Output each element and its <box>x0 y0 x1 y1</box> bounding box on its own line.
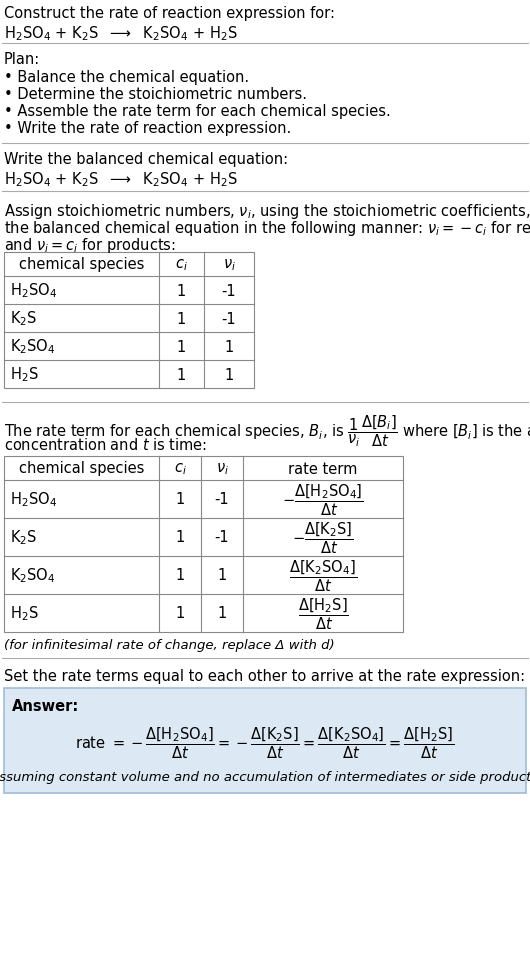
Text: the balanced chemical equation in the following manner: $\nu_i = -c_i$ for react: the balanced chemical equation in the fo… <box>4 219 530 237</box>
Text: -1: -1 <box>222 312 236 326</box>
Text: 1: 1 <box>177 339 186 354</box>
Text: $\mathdefault{H_2S}$: $\mathdefault{H_2S}$ <box>10 604 39 622</box>
Text: $\mathdefault{K_2SO_4}$: $\mathdefault{K_2SO_4}$ <box>10 337 56 356</box>
Text: • Write the rate of reaction expression.: • Write the rate of reaction expression. <box>4 121 292 136</box>
Text: $c_i$: $c_i$ <box>174 461 187 477</box>
Text: $\mathdefault{H_2SO_4}$ + $\mathdefault{K_2S}$  $\longrightarrow$  $\mathdefault: $\mathdefault{H_2SO_4}$ + $\mathdefault{… <box>4 24 237 43</box>
Text: $\mathdefault{K_2SO_4}$: $\mathdefault{K_2SO_4}$ <box>10 566 56 585</box>
Text: $c_i$: $c_i$ <box>175 257 188 273</box>
Text: chemical species: chemical species <box>19 257 144 273</box>
Text: • Determine the stoichiometric numbers.: • Determine the stoichiometric numbers. <box>4 87 307 102</box>
Bar <box>4 688 526 793</box>
Text: 1: 1 <box>175 568 184 583</box>
Text: 1: 1 <box>175 606 184 620</box>
Text: • Assemble the rate term for each chemical species.: • Assemble the rate term for each chemic… <box>4 104 391 119</box>
Text: 1: 1 <box>177 312 186 326</box>
Text: • Balance the chemical equation.: • Balance the chemical equation. <box>4 70 249 85</box>
Text: $\mathdefault{H_2S}$: $\mathdefault{H_2S}$ <box>10 365 39 384</box>
Text: Write the balanced chemical equation:: Write the balanced chemical equation: <box>4 151 288 167</box>
Text: concentration and $t$ is time:: concentration and $t$ is time: <box>4 437 207 452</box>
Text: 1: 1 <box>217 606 227 620</box>
Text: $\nu_i$: $\nu_i$ <box>223 257 235 273</box>
Text: $\mathdefault{K_2S}$: $\mathdefault{K_2S}$ <box>10 529 37 547</box>
Text: chemical species: chemical species <box>19 461 144 476</box>
Text: $\mathdefault{K_2S}$: $\mathdefault{K_2S}$ <box>10 310 37 328</box>
Text: $\mathdefault{H_2SO_4}$: $\mathdefault{H_2SO_4}$ <box>10 490 57 509</box>
Text: Answer:: Answer: <box>12 699 80 713</box>
Text: -1: -1 <box>215 530 229 545</box>
Text: Construct the rate of reaction expression for:: Construct the rate of reaction expressio… <box>4 6 335 21</box>
Text: 1: 1 <box>217 568 227 583</box>
Bar <box>4 456 403 632</box>
Text: $\mathdefault{H_2SO_4}$: $\mathdefault{H_2SO_4}$ <box>10 281 57 300</box>
Text: $-\dfrac{\Delta[\mathdefault{H_2SO_4}]}{\Delta t}$: $-\dfrac{\Delta[\mathdefault{H_2SO_4}]}{… <box>282 482 364 517</box>
Text: $\nu_i$: $\nu_i$ <box>216 461 228 477</box>
Text: Assign stoichiometric numbers, $\nu_i$, using the stoichiometric coefficients, $: Assign stoichiometric numbers, $\nu_i$, … <box>4 202 530 221</box>
Text: $-\dfrac{\Delta[\mathdefault{K_2S}]}{\Delta t}$: $-\dfrac{\Delta[\mathdefault{K_2S}]}{\De… <box>292 520 354 555</box>
Text: (assuming constant volume and no accumulation of intermediates or side products): (assuming constant volume and no accumul… <box>0 770 530 784</box>
Text: and $\nu_i = c_i$ for products:: and $\nu_i = c_i$ for products: <box>4 235 176 255</box>
Text: -1: -1 <box>222 283 236 298</box>
Text: rate $= -\dfrac{\Delta[\mathdefault{H_2SO_4}]}{\Delta t} = -\dfrac{\Delta[\mathd: rate $= -\dfrac{\Delta[\mathdefault{H_2S… <box>75 724 455 760</box>
Text: -1: -1 <box>215 492 229 507</box>
Text: 1: 1 <box>177 283 186 298</box>
Text: $\dfrac{\Delta[\mathdefault{H_2S}]}{\Delta t}$: $\dfrac{\Delta[\mathdefault{H_2S}]}{\Del… <box>297 596 348 631</box>
Text: (for infinitesimal rate of change, replace Δ with d): (for infinitesimal rate of change, repla… <box>4 638 334 652</box>
Text: The rate term for each chemical species, $B_i$, is $\dfrac{1}{\nu_i}\dfrac{\Delt: The rate term for each chemical species,… <box>4 412 530 448</box>
Text: Set the rate terms equal to each other to arrive at the rate expression:: Set the rate terms equal to each other t… <box>4 668 525 683</box>
Text: 1: 1 <box>175 530 184 545</box>
Text: 1: 1 <box>175 492 184 507</box>
Text: $\dfrac{\Delta[\mathdefault{K_2SO_4}]}{\Delta t}$: $\dfrac{\Delta[\mathdefault{K_2SO_4}]}{\… <box>289 558 357 593</box>
Text: $\mathdefault{H_2SO_4}$ + $\mathdefault{K_2S}$  $\longrightarrow$  $\mathdefault: $\mathdefault{H_2SO_4}$ + $\mathdefault{… <box>4 170 237 189</box>
Text: 1: 1 <box>224 367 234 382</box>
Text: rate term: rate term <box>288 461 358 476</box>
Text: 1: 1 <box>224 339 234 354</box>
Text: Plan:: Plan: <box>4 52 40 67</box>
Bar <box>4 253 254 389</box>
Text: 1: 1 <box>177 367 186 382</box>
